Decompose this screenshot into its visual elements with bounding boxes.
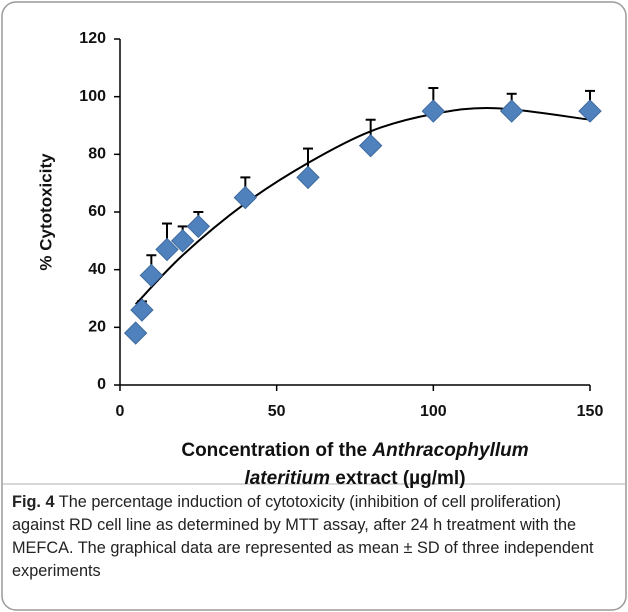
caption-text: The percentage induction of cytotoxicity… [12,493,594,580]
data-point [296,165,320,190]
data-point [155,237,179,262]
x-tick-label: 100 [420,403,447,420]
y-tick-label: 120 [79,30,106,47]
data-point [139,263,164,288]
data-point [499,99,524,123]
y-tick-label: 60 [88,203,106,220]
y-tick-label: 40 [88,261,106,278]
caption: Fig. 4 The percentage induction of cytot… [12,491,618,583]
x-tick-label: 50 [268,403,286,420]
caption-label: Fig. 4 [12,493,55,511]
x-axis-label-part: lateritium [244,468,330,489]
x-tick-label: 0 [116,403,125,420]
y-tick-label: 80 [88,146,106,163]
data-point [170,229,195,253]
y-tick-label: 100 [79,88,106,105]
x-axis-label-part: Concentration of the [181,440,372,461]
x-axis-label: Concentration of the Anthracophyllum [181,440,528,461]
x-axis-label-part: extract (µg/ml) [330,468,466,489]
x-tick-label: 150 [577,403,604,420]
x-axis-label-part: Anthracophyllum [371,440,528,461]
y-tick-label: 0 [97,376,106,393]
data-point [130,298,154,322]
trendline [134,107,591,305]
data-point [578,99,602,123]
y-tick-label: 20 [88,319,106,336]
data-point [186,214,211,239]
data-point [233,185,258,210]
data-point [358,133,383,158]
x-axis-label: lateritium extract (µg/ml) [244,468,465,489]
y-axis-label: % Cytotoxicity [36,153,55,271]
data-point [421,99,446,123]
data-point [123,321,148,345]
